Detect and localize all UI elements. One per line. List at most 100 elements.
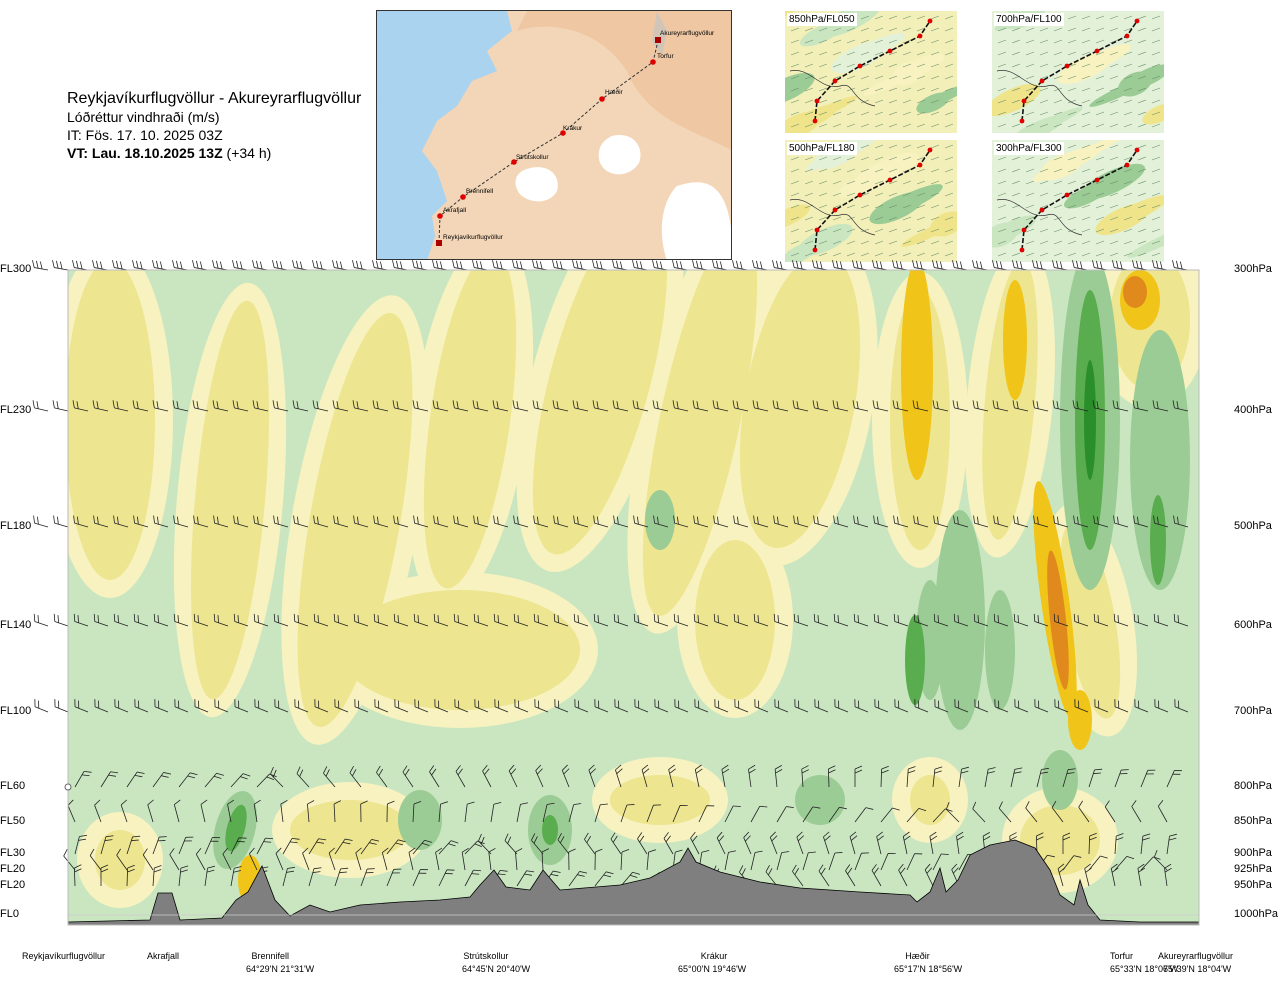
wind-barb bbox=[1152, 400, 1169, 412]
mini-map-barb bbox=[1109, 75, 1119, 80]
wind-barb bbox=[594, 699, 609, 713]
wind-barb bbox=[193, 515, 209, 528]
hpa-tick-label: 700hPa bbox=[1234, 705, 1272, 717]
mini-map-barb bbox=[1039, 123, 1049, 128]
mini-map-barb bbox=[790, 123, 800, 128]
mini-map-barb bbox=[902, 204, 912, 209]
mini-map-barb bbox=[1123, 168, 1133, 173]
wind-barb bbox=[112, 400, 129, 412]
wind-barb bbox=[334, 867, 349, 887]
downdraft-cell bbox=[423, 270, 517, 589]
wind-barb bbox=[132, 260, 149, 271]
mini-map-barb bbox=[1081, 39, 1091, 44]
wind-barb bbox=[880, 807, 900, 823]
issue-time: IT: Fös. 17. 10. 2025 03Z bbox=[67, 127, 223, 143]
location-coord: 64°45'N 20°40'W bbox=[462, 964, 531, 974]
wind-barb bbox=[113, 613, 129, 627]
mini-map-barb bbox=[790, 180, 800, 185]
mini-map-barb bbox=[902, 75, 912, 80]
wind-barb bbox=[932, 400, 949, 412]
wind-barb bbox=[312, 260, 329, 271]
mini-map-barb bbox=[944, 168, 954, 173]
wind-barb bbox=[552, 400, 569, 412]
mini-map-barb bbox=[818, 111, 828, 116]
wind-barb bbox=[833, 613, 849, 627]
mini-map-barb bbox=[1081, 240, 1091, 245]
wind-barb bbox=[637, 832, 648, 855]
wind-barb bbox=[1114, 769, 1129, 788]
mini-map-barb bbox=[1025, 75, 1035, 80]
wind-barb bbox=[721, 764, 730, 788]
wind-barb bbox=[1137, 863, 1146, 887]
wind-barb bbox=[561, 764, 570, 788]
waypoint-marker-torfur bbox=[650, 59, 656, 65]
wind-barb bbox=[1152, 260, 1169, 271]
mini-map-barb bbox=[1151, 144, 1161, 149]
wind-barb bbox=[353, 515, 369, 528]
route-title: Reykjavíkurflugvöllur - Akureyrarflugvöl… bbox=[67, 90, 362, 107]
mini-map-barb bbox=[846, 240, 856, 245]
mini-map-barb bbox=[1151, 168, 1161, 173]
wind-barb bbox=[494, 699, 509, 713]
mini-map-barb bbox=[944, 228, 954, 233]
mini-map-barb bbox=[1151, 216, 1161, 221]
mini-map-barb bbox=[846, 192, 856, 197]
wind-barb bbox=[233, 515, 249, 528]
wind-barb bbox=[232, 400, 249, 412]
wind-barb bbox=[753, 515, 769, 528]
wind-barb bbox=[152, 836, 167, 855]
mini-map-barb bbox=[930, 180, 940, 185]
wind-barb bbox=[256, 837, 274, 855]
mini-map-barb bbox=[1053, 228, 1063, 233]
mini-map-barb bbox=[916, 144, 926, 149]
map-label-reykjavik: Reykjavíkurflugvöllur bbox=[443, 234, 504, 241]
wind-barb bbox=[914, 699, 929, 713]
mini-map-barb bbox=[846, 252, 856, 257]
wind-barb bbox=[1053, 613, 1069, 627]
wind-barb bbox=[232, 260, 249, 271]
mini-map-field-cell bbox=[791, 96, 857, 128]
mini-map-barb bbox=[930, 27, 940, 32]
wind-barb bbox=[620, 849, 630, 871]
mini-map-barb bbox=[944, 63, 954, 68]
mini-map-barb bbox=[944, 27, 954, 32]
mini-map-barb bbox=[916, 228, 926, 233]
mini-map-field-cell bbox=[992, 83, 1041, 117]
overview-map-svg: Akureyrarflugvöllur Torfur Hæðir Krákur … bbox=[377, 11, 731, 259]
wind-barb bbox=[1153, 515, 1169, 528]
updraft-cell bbox=[1042, 750, 1078, 810]
mini-map-barb bbox=[804, 99, 814, 104]
mini-map-barb bbox=[902, 216, 912, 221]
mini-map-barb bbox=[1137, 252, 1147, 257]
mini-map-barb bbox=[888, 192, 898, 197]
wind-barb bbox=[73, 515, 89, 528]
mini-map-barb bbox=[930, 87, 940, 92]
mini-map-barb bbox=[874, 144, 884, 149]
location-coord: 64°29'N 21°31'W bbox=[246, 964, 315, 974]
mini-map-barb bbox=[997, 99, 1007, 104]
wind-barb bbox=[945, 802, 960, 823]
wind-barb bbox=[178, 836, 194, 855]
wind-barb bbox=[434, 699, 449, 713]
mini-map-barb bbox=[1025, 228, 1035, 233]
mini-map-barb bbox=[1081, 252, 1091, 257]
wind-barb bbox=[892, 260, 909, 271]
wind-barb bbox=[1132, 260, 1149, 271]
wind-barb bbox=[832, 400, 849, 412]
wind-barb bbox=[663, 832, 674, 855]
mini-map-barb bbox=[804, 156, 814, 161]
updraft-cell bbox=[795, 775, 845, 825]
wind-barb bbox=[610, 832, 622, 855]
wind-barb bbox=[54, 699, 69, 713]
updraft-cell bbox=[985, 590, 1015, 710]
wind-barb bbox=[772, 400, 789, 412]
mini-map-barb bbox=[804, 192, 814, 197]
wind-barb bbox=[488, 847, 496, 871]
mini-map-waypoint bbox=[887, 48, 893, 54]
wind-barb bbox=[472, 260, 489, 271]
mini-map-waypoint bbox=[1021, 98, 1027, 104]
mini-map-barb bbox=[1039, 240, 1049, 245]
wind-barb bbox=[568, 848, 576, 871]
wind-barb bbox=[252, 400, 269, 412]
wind-barb bbox=[954, 699, 969, 713]
